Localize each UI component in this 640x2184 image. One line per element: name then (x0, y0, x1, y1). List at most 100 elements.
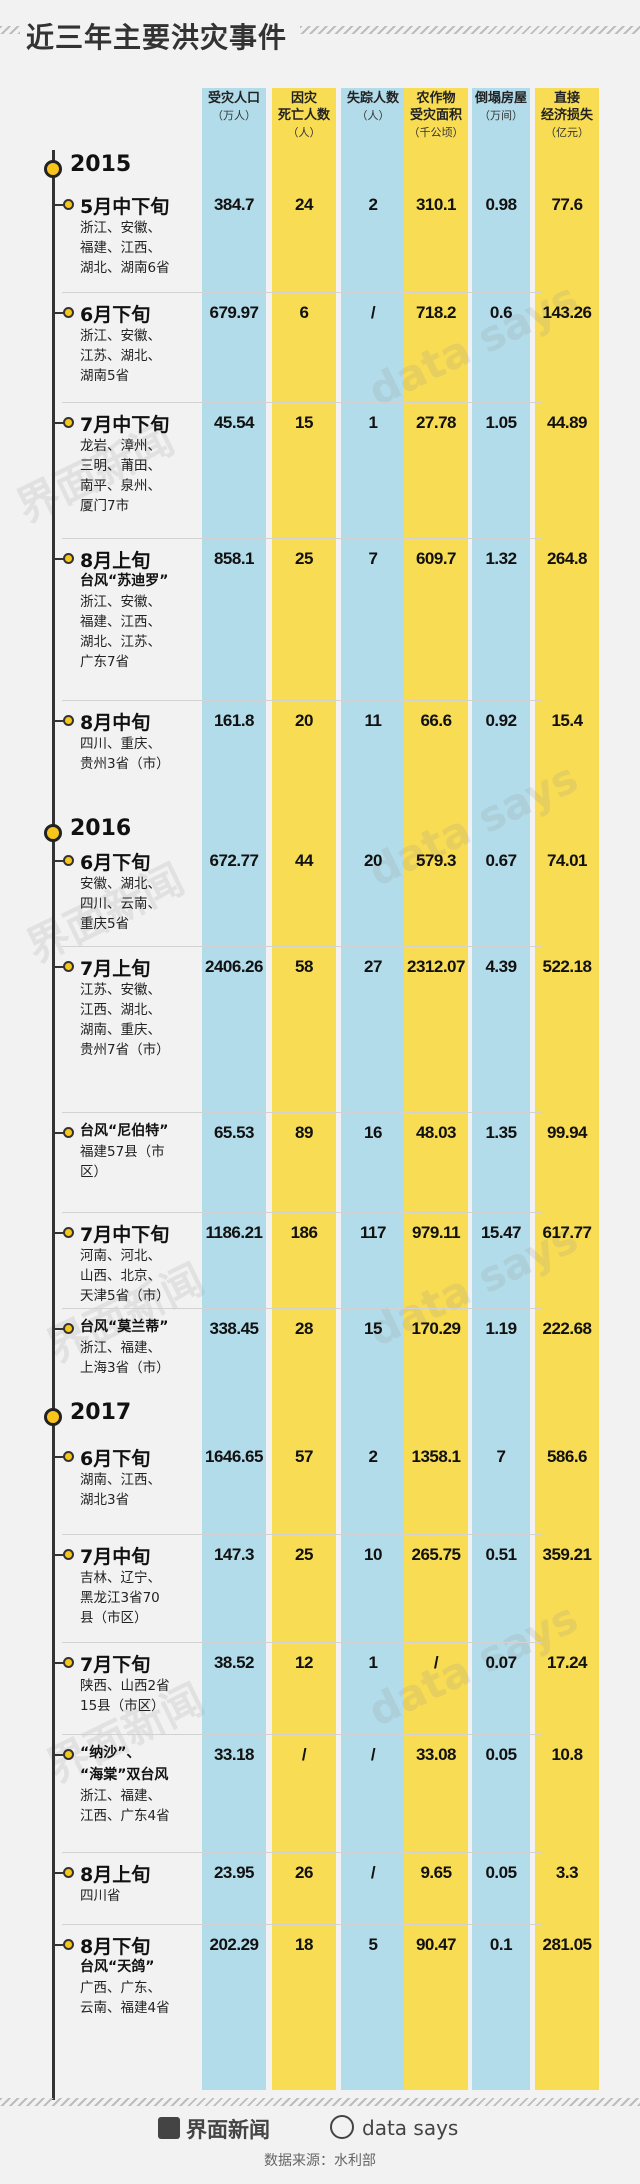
value-deaths: 6 (299, 303, 309, 322)
header-deaths: 因灾 死亡人数 （人） (268, 90, 340, 141)
row-separator (62, 1308, 542, 1309)
value-deaths: 18 (295, 1935, 313, 1954)
value-missing: 10 (364, 1545, 382, 1564)
value-deaths: 26 (295, 1863, 313, 1882)
value-affected-population: 33.18 (213, 1745, 255, 1764)
event-dot (63, 1227, 74, 1238)
value-crop-area: 265.75 (411, 1545, 462, 1564)
event-region: 浙江、福建、 上海3省（市） (80, 1340, 170, 1376)
row-separator (62, 1642, 542, 1643)
value-economic-loss: 10.8 (551, 1745, 583, 1764)
header-affected-population: 受灾人口 （万人） (198, 90, 270, 124)
value-missing: 2 (368, 1447, 378, 1466)
row-separator (62, 1212, 542, 1213)
year-dot-2017 (44, 1408, 62, 1426)
event-dot (63, 553, 74, 564)
value-collapsed-houses: 0.05 (485, 1863, 517, 1882)
footer-logos: 界面新闻 data says (0, 2114, 640, 2144)
value-collapsed-houses: 0.67 (485, 851, 517, 870)
value-missing: 7 (368, 549, 378, 568)
event-title: 7月下旬 (80, 1654, 151, 1676)
value-crop-area: 170.29 (411, 1319, 462, 1338)
value-missing: 16 (364, 1123, 382, 1142)
event-region: 河南、河北、 山西、北京、 天津5省（市） (80, 1248, 170, 1304)
value-economic-loss: 222.68 (542, 1319, 593, 1338)
row-separator (62, 1852, 542, 1853)
header-unit: （千公顷） (408, 126, 464, 139)
event-tick (55, 720, 65, 722)
event-dot (63, 1451, 74, 1462)
header-line1: 受灾人口 (207, 91, 260, 106)
event-tick (55, 312, 65, 314)
row-separator (62, 402, 542, 403)
value-crop-area: 90.47 (415, 1935, 457, 1954)
value-crop-area: 1358.1 (411, 1447, 462, 1466)
row-separator (62, 1734, 542, 1735)
event-title: 8月上旬 (80, 1864, 151, 1886)
value-affected-population: 338.45 (209, 1319, 260, 1338)
value-crop-area: 33.08 (415, 1745, 457, 1764)
event-region: 陕西、山西2省 15县（市区） (80, 1678, 170, 1714)
row-separator (62, 700, 542, 701)
event-dot (63, 1127, 74, 1138)
event-tick (55, 1872, 65, 1874)
value-economic-loss: 617.77 (542, 1223, 593, 1242)
header-economic-loss: 直接 经济损失 （亿元） (531, 90, 603, 141)
event-tick (55, 1554, 65, 1556)
value-affected-population: 672.77 (209, 851, 260, 870)
header-unit: （亿元） (545, 126, 589, 139)
value-deaths: 57 (295, 1447, 313, 1466)
event-region: 浙江、福建、 江西、广东4省 (80, 1788, 170, 1824)
value-deaths: 20 (295, 711, 313, 730)
event-region: 福建57县（市 区） (80, 1144, 165, 1180)
event-dot (63, 1867, 74, 1878)
value-collapsed-houses: 0.05 (485, 1745, 517, 1764)
value-affected-population: 161.8 (213, 711, 255, 730)
value-missing: 27 (364, 957, 382, 976)
column-bg-deaths (272, 88, 336, 2090)
value-crop-area: 48.03 (415, 1123, 457, 1142)
value-collapsed-houses: 0.1 (489, 1935, 513, 1954)
value-affected-population: 679.97 (209, 303, 260, 322)
event-tick (55, 860, 65, 862)
header-unit: （万间） (479, 109, 523, 122)
event-title: 7月上旬 (80, 958, 151, 980)
event-region: 浙江、安徽、 福建、江西、 湖北、湖南6省 (80, 220, 170, 276)
event-dot (63, 417, 74, 428)
value-affected-population: 1186.21 (205, 1223, 263, 1242)
value-missing: 20 (364, 851, 382, 870)
header-line1: 直接 (553, 91, 580, 106)
event-dot (63, 307, 74, 318)
value-deaths: 25 (295, 549, 313, 568)
row-separator (62, 538, 542, 539)
value-collapsed-houses: 0.6 (489, 303, 513, 322)
event-title: 8月中旬 (80, 712, 151, 734)
event-tick (55, 1754, 65, 1756)
value-collapsed-houses: 0.92 (485, 711, 517, 730)
value-economic-loss: 586.6 (546, 1447, 588, 1466)
value-affected-population: 384.7 (213, 195, 255, 214)
column-bg-missing (341, 88, 405, 2090)
event-title: 6月下旬 (80, 1448, 151, 1470)
row-separator (62, 946, 542, 947)
event-region: 江苏、安徽、 江西、湖北、 湖南、重庆、 贵州7省（市） (80, 982, 170, 1058)
value-crop-area: 66.6 (420, 711, 452, 730)
value-crop-area: 718.2 (415, 303, 457, 322)
value-collapsed-houses: 15.47 (480, 1223, 522, 1242)
value-affected-population: 2406.26 (205, 957, 263, 976)
jiemian-logo-icon (158, 2117, 180, 2139)
header-line1: 倒塌房屋 (474, 91, 527, 106)
event-tick (55, 558, 65, 560)
value-missing: 15 (364, 1319, 382, 1338)
value-affected-population: 38.52 (213, 1653, 255, 1672)
value-collapsed-houses: 0.98 (485, 195, 517, 214)
year-label-2015: 2015 (70, 152, 132, 177)
event-dot (63, 1939, 74, 1950)
value-affected-population: 147.3 (213, 1545, 255, 1564)
value-collapsed-houses: 1.19 (485, 1319, 517, 1338)
value-affected-population: 202.29 (209, 1935, 260, 1954)
value-collapsed-houses: 4.39 (485, 957, 517, 976)
value-deaths: 58 (295, 957, 313, 976)
year-label-2017: 2017 (70, 1400, 132, 1425)
value-economic-loss: 359.21 (542, 1545, 593, 1564)
